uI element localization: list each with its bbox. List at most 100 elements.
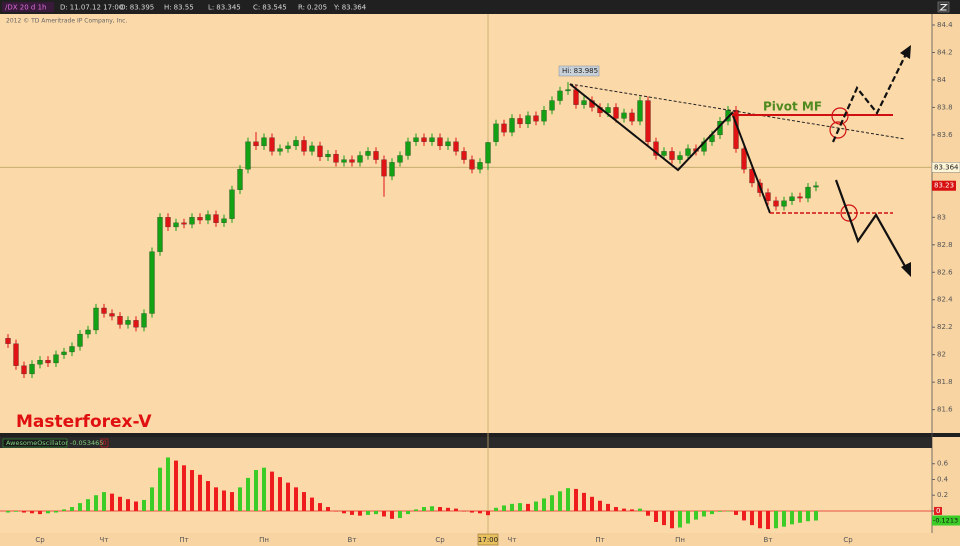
oscillator-bar bbox=[446, 507, 450, 511]
oscillator-bar bbox=[270, 471, 274, 511]
oscillator-bar bbox=[782, 510, 786, 527]
zero-box bbox=[934, 506, 942, 515]
candle-body bbox=[797, 196, 803, 199]
candle-body bbox=[501, 123, 507, 133]
indicator-box bbox=[2, 438, 68, 448]
oscillator-bar bbox=[238, 487, 242, 511]
candle-body bbox=[93, 307, 99, 331]
candle-body bbox=[629, 112, 635, 122]
header-bar bbox=[0, 0, 960, 14]
oscillator-bar bbox=[398, 510, 402, 519]
oscillator-bar bbox=[294, 487, 298, 511]
oscillator-bar bbox=[718, 510, 722, 512]
oscillator-bar bbox=[158, 467, 162, 511]
candle-body bbox=[5, 338, 11, 344]
x-tick-label: Чт bbox=[508, 536, 517, 544]
readout-low: L: 83.345 bbox=[208, 4, 241, 12]
candle-body bbox=[621, 112, 627, 119]
candle-body bbox=[37, 360, 43, 365]
x-tick-label: 17:00 bbox=[478, 536, 498, 544]
candle-body bbox=[517, 118, 523, 125]
oscillator-bar bbox=[790, 510, 794, 525]
crosshair-x-box bbox=[477, 533, 499, 546]
oscillator-bar bbox=[46, 510, 50, 514]
oscillator-bar bbox=[382, 510, 386, 517]
oscillator-bar bbox=[310, 497, 314, 511]
indicator-name: AwesomeOscillator bbox=[6, 439, 68, 447]
oscillator-bar bbox=[590, 496, 594, 511]
oscillator-bar bbox=[14, 510, 18, 512]
label: C: bbox=[253, 4, 260, 12]
oscillator-bar bbox=[654, 510, 658, 522]
oscillator-bar bbox=[278, 477, 282, 511]
readout-range: R: 0.205 bbox=[298, 4, 327, 12]
oscillator-bar bbox=[54, 510, 58, 513]
candle-body bbox=[773, 200, 779, 207]
arrow-head bbox=[900, 45, 911, 59]
readout-y: Y: 83.364 bbox=[333, 4, 367, 12]
candle-body bbox=[309, 145, 315, 152]
oscillator-bar bbox=[686, 510, 690, 524]
label: D: bbox=[60, 4, 68, 12]
candle-body bbox=[613, 107, 619, 119]
readout-open: O: 83.395 bbox=[120, 4, 154, 12]
value: 83.55 bbox=[174, 4, 194, 12]
x-tick-label: Пн bbox=[675, 536, 685, 544]
oscillator-bar bbox=[374, 510, 378, 515]
last-price: 83.23 bbox=[934, 182, 954, 190]
candle-body bbox=[205, 214, 211, 221]
candle-body bbox=[141, 313, 147, 328]
oscillator-bar bbox=[558, 491, 562, 511]
badge-box bbox=[100, 438, 109, 448]
y-tick-label: 81.8 bbox=[937, 378, 953, 386]
oscillator-header bbox=[0, 437, 932, 448]
candle-body bbox=[261, 137, 267, 147]
x-tick-label: Ср bbox=[35, 536, 45, 544]
x-tick-label: Пт bbox=[179, 536, 188, 544]
readout-high: H: 83.55 bbox=[164, 4, 194, 12]
oscillator-bar bbox=[390, 510, 394, 519]
marker-circle bbox=[840, 204, 858, 222]
oscillator-bar bbox=[198, 474, 202, 511]
candle-body bbox=[509, 118, 515, 133]
y-tick-label: 84 bbox=[937, 76, 946, 84]
price-pane bbox=[0, 14, 932, 433]
oscillator-bar bbox=[806, 510, 810, 522]
value: 83.395 bbox=[130, 4, 155, 12]
oscillator-bar bbox=[710, 510, 714, 515]
y-tick-label: 82.6 bbox=[937, 268, 953, 276]
icon-glyph[interactable] bbox=[939, 3, 948, 11]
candle-body bbox=[805, 186, 811, 199]
oscillator-bar bbox=[486, 510, 490, 516]
y-tick-label: 0.4 bbox=[937, 475, 949, 483]
oscillator-bar bbox=[126, 499, 130, 511]
oscillator-bar bbox=[470, 510, 474, 513]
last-price-box bbox=[932, 180, 956, 191]
oscillator-bar bbox=[614, 507, 618, 511]
trend-line bbox=[569, 83, 906, 140]
candle-body bbox=[293, 140, 299, 147]
oscillator-bar bbox=[350, 510, 354, 515]
oscillator-bar bbox=[102, 492, 106, 511]
candle-body bbox=[421, 137, 427, 142]
oscillator-bar bbox=[462, 510, 466, 512]
candle-body bbox=[637, 100, 643, 122]
oscillator-bar bbox=[814, 510, 818, 521]
candle-body bbox=[485, 142, 491, 164]
candle-body bbox=[21, 365, 27, 375]
x-tick-label: Пт bbox=[595, 536, 604, 544]
candle-body bbox=[549, 100, 555, 111]
oscillator-bar bbox=[566, 488, 570, 511]
value: 83.364 bbox=[342, 4, 367, 12]
oscillator-bar bbox=[246, 477, 250, 511]
label: R: bbox=[298, 4, 305, 12]
hi-box bbox=[558, 65, 600, 77]
candle-body bbox=[221, 218, 227, 223]
settings-icon[interactable] bbox=[937, 1, 950, 13]
candle-body bbox=[117, 316, 123, 325]
candle-body bbox=[269, 137, 275, 152]
candle-body bbox=[61, 351, 67, 355]
candle-body bbox=[677, 155, 683, 160]
